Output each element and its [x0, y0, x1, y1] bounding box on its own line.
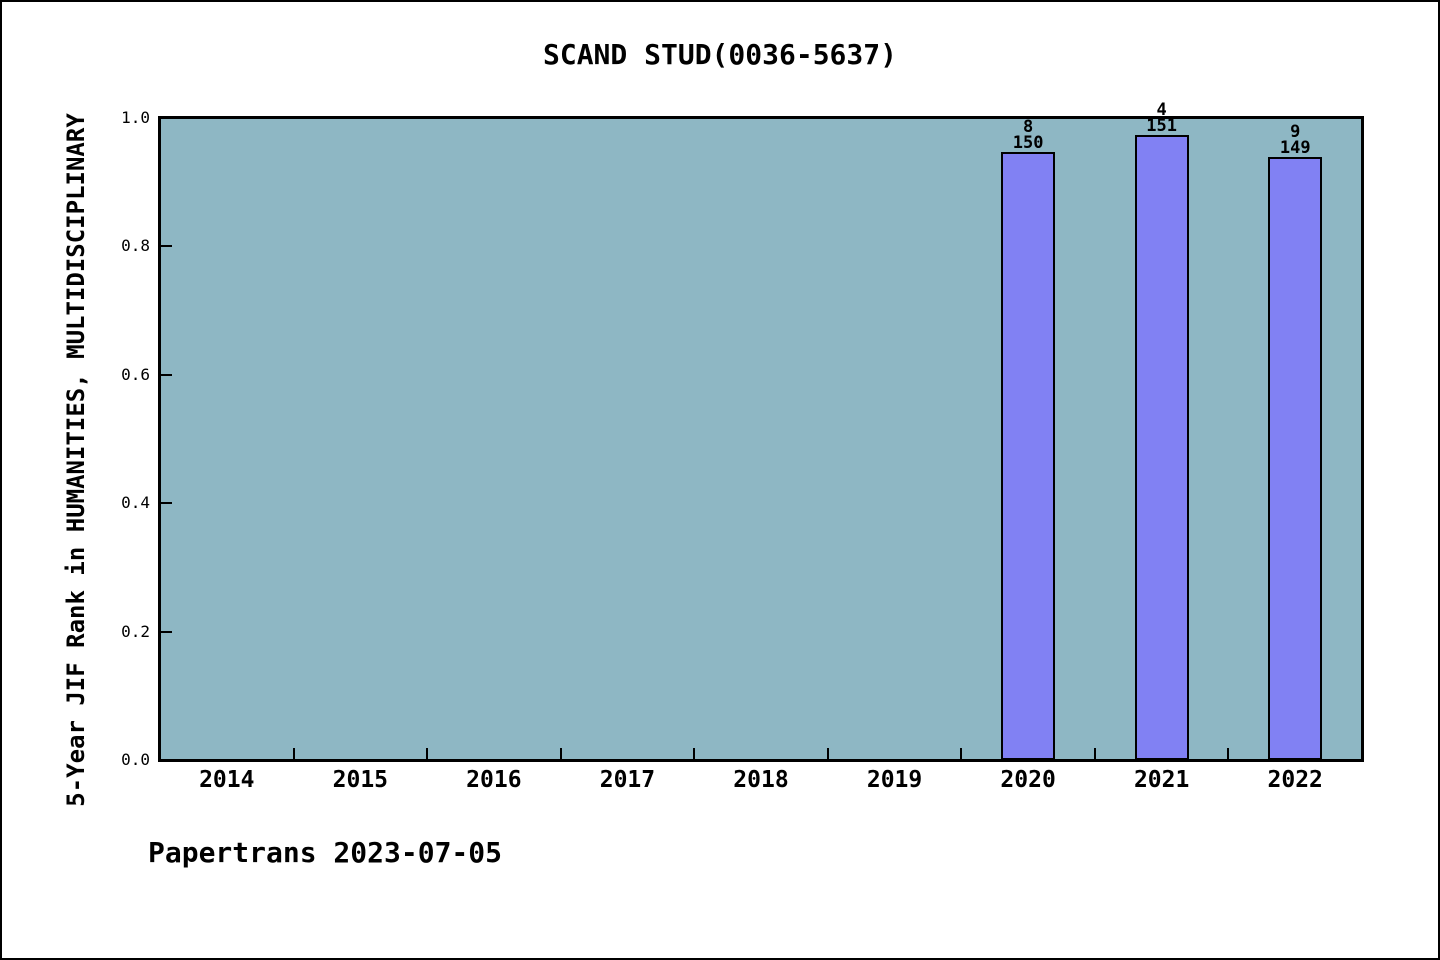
x-tick-mark — [559, 748, 562, 760]
bar-2020 — [1001, 152, 1056, 760]
y-tick-mark — [160, 373, 172, 376]
x-tick-mark — [1227, 748, 1230, 760]
x-tick-label-2020: 2020 — [1000, 767, 1056, 793]
bar-label-2020: 8 150 — [983, 117, 1073, 154]
x-tick-label-2016: 2016 — [466, 767, 522, 793]
x-tick-label-2019: 2019 — [866, 767, 923, 793]
x-tick-label-2022: 2022 — [1267, 767, 1323, 793]
bar-rank: 4 — [1156, 100, 1167, 120]
bar-total: 150 — [1012, 133, 1044, 154]
x-tick-mark — [426, 748, 429, 760]
x-tick-label-2014: 2014 — [199, 767, 255, 793]
y-tick-label: 0.4 — [121, 493, 150, 513]
x-tick-mark — [960, 748, 963, 760]
chart-title: SCAND STUD(0036-5637) — [542, 38, 897, 71]
x-tick-mark — [693, 748, 696, 760]
bar-label-2022: 9 149 — [1250, 121, 1340, 158]
bar-2022 — [1268, 156, 1323, 760]
footer-credit: Papertrans 2023-07-05 — [148, 836, 503, 869]
bar-total: 149 — [1279, 137, 1311, 158]
x-tick-label-2021: 2021 — [1133, 767, 1190, 793]
y-tick-label: 0.0 — [121, 750, 150, 769]
x-tick-mark — [1093, 748, 1096, 760]
x-tick-mark — [826, 748, 829, 760]
bar-rank: 8 — [1022, 117, 1034, 138]
y-tick-label: 0.2 — [121, 621, 150, 641]
y-tick-mark — [160, 630, 172, 633]
y-tick-mark — [160, 245, 172, 248]
bar-2021 — [1134, 135, 1189, 760]
y-tick-label: 0.8 — [121, 236, 150, 256]
x-tick-label-2018: 2018 — [733, 767, 789, 793]
y-tick-mark — [160, 117, 172, 119]
x-tick-label-2015: 2015 — [332, 767, 389, 793]
y-tick-label: 0.6 — [121, 364, 150, 384]
x-tick-label-2017: 2017 — [599, 767, 656, 793]
y-tick-mark — [160, 759, 172, 761]
bar-total: 151 — [1146, 116, 1178, 136]
x-tick-mark — [292, 748, 295, 760]
bar-rank: 9 — [1290, 121, 1301, 142]
y-axis-label: 5-Year JIF Rank in HUMANITIES, MULTIDISC… — [62, 113, 90, 807]
y-tick-label: 1.0 — [121, 108, 150, 127]
bar-label-2021: 4 151 — [1117, 100, 1207, 136]
y-tick-mark — [160, 502, 172, 505]
